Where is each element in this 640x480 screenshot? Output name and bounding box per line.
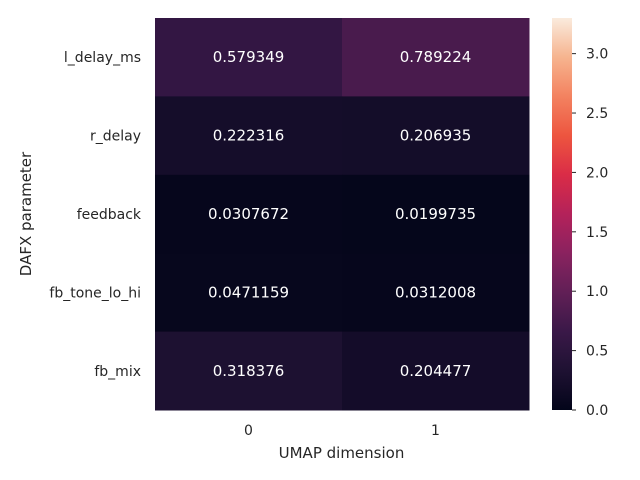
cell-value-label: 0.0199735 [395,205,476,223]
y-axis-label: DAFX parameter [17,151,35,276]
heatmap-cell [342,253,530,333]
cell-value-label: 0.0471159 [208,283,289,301]
heatmap-cells [155,18,530,411]
cell-value-label: 0.206935 [400,127,472,145]
y-tick-label: fb_mix [94,364,141,380]
heatmap-cell [155,331,343,411]
heatmap-cell [342,174,530,254]
colorbar-tick-label: 1.5 [586,225,608,241]
heatmap-cell [155,96,343,176]
x-axis-label: UMAP dimension [279,444,405,462]
cell-annotations: 0.579349 0.789224 0.222316 0.206935 0.030767… [208,48,476,380]
colorbar-tick-label: 1.0 [586,284,608,300]
cell-value-label: 0.0312008 [395,283,476,301]
colorbar: 0.0 0.5 1.0 1.5 2.0 2.5 3.0 [552,18,608,419]
x-tick-label: 1 [431,423,440,439]
heatmap-cell [155,18,343,97]
y-tick-label: feedback [77,207,142,223]
heatmap-cell [342,96,530,176]
x-tick-label: 0 [244,423,253,439]
colorbar-tick-label: 2.0 [586,165,608,181]
cell-value-label: 0.204477 [400,362,472,380]
y-tick-label: r_delay [90,129,141,145]
heatmap-cell [342,331,530,411]
colorbar-tick-label: 3.0 [586,47,608,63]
cell-value-label: 0.222316 [213,127,285,145]
y-tick-label: l_delay_ms [64,50,141,66]
cell-value-label: 0.0307672 [208,205,289,223]
cell-value-label: 0.579349 [213,48,285,66]
colorbar-gradient [552,18,572,410]
cell-value-label: 0.789224 [400,48,472,66]
colorbar-tick-label: 2.5 [586,106,608,122]
y-tick-labels: l_delay_ms r_delay feedback fb_tone_lo_hifb… [49,50,141,380]
colorbar-tick-label: 0.5 [586,344,608,360]
cell-value-label: 0.318376 [213,362,285,380]
colorbar-tick-label: 0.0 [586,403,608,419]
heatmap-cell [155,253,343,333]
heatmap-cell [342,18,530,97]
y-tick-label: fb_tone_lo_hi [49,285,141,301]
heatmap-cell [155,174,343,254]
